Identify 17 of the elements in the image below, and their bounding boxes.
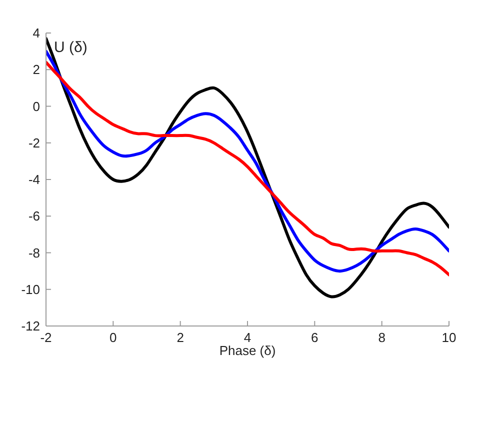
y-tick-label: 0 bbox=[32, 98, 40, 114]
x-axis-title: Phase (δ) bbox=[219, 343, 276, 358]
x-tick-label: 8 bbox=[378, 330, 386, 346]
y-tick-label: -8 bbox=[28, 245, 40, 260]
x-tick-label: 4 bbox=[244, 330, 252, 346]
y-axis-title: U (δ) bbox=[54, 39, 88, 56]
y-tick-label: -10 bbox=[21, 282, 40, 297]
x-tick-label: 10 bbox=[442, 330, 456, 346]
x-tick-label: 2 bbox=[176, 330, 184, 346]
x-tick-label: 0 bbox=[110, 330, 117, 346]
y-tick-label: 2 bbox=[32, 62, 40, 78]
y-tick-label: -2 bbox=[28, 135, 40, 150]
y-tick-label: -6 bbox=[28, 208, 40, 224]
y-tick-label: -12 bbox=[21, 318, 40, 334]
y-tick-label: -4 bbox=[28, 172, 40, 188]
x-tick-label: 6 bbox=[311, 330, 318, 346]
y-tick-label: 4 bbox=[32, 26, 40, 41]
